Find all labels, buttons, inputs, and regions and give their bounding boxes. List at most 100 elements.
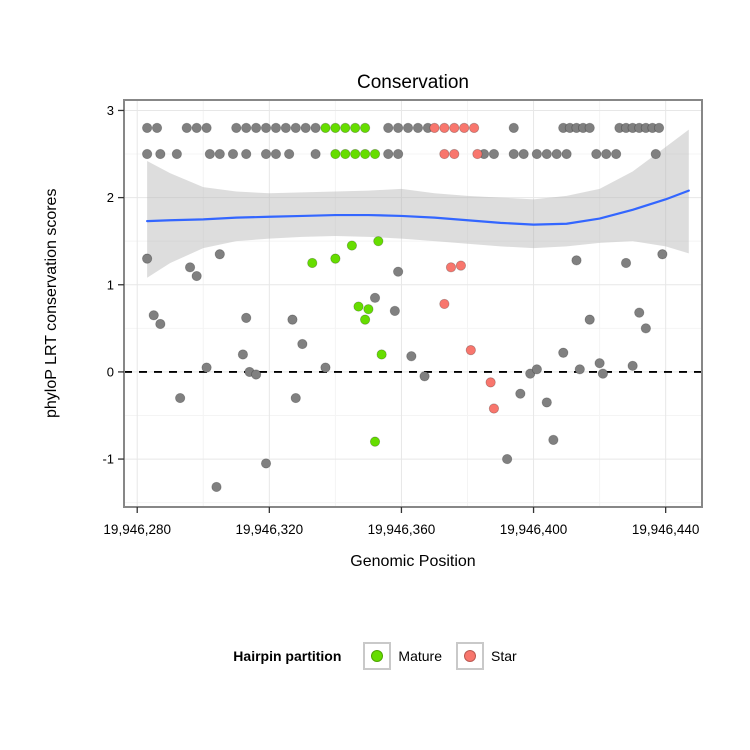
legend-dot-mature <box>371 650 384 662</box>
data-point-other <box>251 122 262 133</box>
y-axis-label: phyloP LRT conservation scores <box>43 188 60 419</box>
data-point-other <box>393 148 404 160</box>
data-point-other <box>227 148 239 160</box>
data-point-other <box>525 368 536 379</box>
x-tick-label: 19,946,360 <box>368 522 436 537</box>
data-point-other <box>402 122 414 133</box>
data-point-other <box>551 148 562 160</box>
x-tick-label: 19,946,440 <box>632 522 700 537</box>
data-point-mature <box>373 236 384 247</box>
data-point-mature <box>369 436 381 447</box>
legend-item-star: Star <box>456 642 517 670</box>
data-point-other <box>389 305 400 317</box>
data-point-mature <box>340 122 351 133</box>
data-point-other <box>151 122 163 133</box>
y-tick-label: 1 <box>107 277 114 292</box>
data-point-other <box>518 148 529 160</box>
legend-title: Hairpin partition <box>233 648 342 664</box>
data-point-other <box>571 255 582 266</box>
data-point-mature <box>320 122 331 133</box>
data-point-other <box>574 364 585 375</box>
y-tick-label: 3 <box>107 103 114 118</box>
data-point-other <box>611 148 622 160</box>
panel-border <box>123 99 703 508</box>
data-point-other <box>393 266 404 277</box>
data-point-other <box>191 270 202 282</box>
data-point-other <box>594 358 605 369</box>
data-point-star <box>445 262 457 273</box>
data-point-other <box>201 362 212 373</box>
data-point-star <box>439 298 450 310</box>
data-point-other <box>561 148 572 160</box>
data-point-other <box>231 122 242 133</box>
data-point-other <box>270 148 282 160</box>
data-point-other <box>627 360 638 371</box>
smooth-line <box>146 189 690 226</box>
data-point-other <box>191 122 202 133</box>
x-tick-label: 19,946,400 <box>500 522 568 537</box>
data-point-other <box>251 369 262 380</box>
data-point-mature <box>360 122 371 133</box>
data-point-other <box>558 347 569 358</box>
data-point-other <box>280 122 291 133</box>
data-point-other <box>284 148 295 160</box>
data-point-other <box>508 148 519 160</box>
data-point-star <box>465 345 476 356</box>
y-tick-label: -1 <box>102 452 114 467</box>
data-point-other <box>310 122 321 133</box>
data-point-other <box>214 249 225 260</box>
data-point-other <box>155 148 166 160</box>
data-point-other <box>393 122 404 133</box>
data-point-other <box>241 312 252 323</box>
legend-dot-star <box>464 650 476 662</box>
data-point-star <box>429 122 440 133</box>
data-point-other <box>310 148 321 160</box>
legend: Hairpin partition Mature Star <box>25 642 725 670</box>
data-point-other <box>287 314 298 325</box>
data-point-other <box>201 122 212 133</box>
data-point-other <box>531 364 542 375</box>
data-point-other <box>412 122 424 133</box>
data-point-other <box>260 458 272 469</box>
data-point-other <box>260 122 272 133</box>
data-point-mature <box>376 349 387 360</box>
data-point-mature <box>307 257 318 269</box>
legend-key-star <box>456 642 484 670</box>
data-point-other <box>290 392 301 404</box>
data-point-other <box>653 122 665 133</box>
data-point-other <box>184 262 196 273</box>
legend-label-star: Star <box>491 648 517 664</box>
data-point-other <box>502 453 513 465</box>
x-tick-label: 19,946,280 <box>103 522 171 537</box>
data-point-other <box>369 292 381 303</box>
data-point-other <box>204 148 215 160</box>
data-point-other <box>142 148 153 160</box>
y-tick-label: 2 <box>107 190 114 205</box>
data-point-other <box>406 351 417 362</box>
data-point-other <box>383 148 394 160</box>
data-point-star <box>485 377 496 388</box>
data-point-other <box>515 388 526 399</box>
data-point-star <box>439 122 450 133</box>
data-point-star <box>449 148 460 160</box>
data-point-other <box>657 249 668 260</box>
x-axis-label: Genomic Position <box>350 553 476 570</box>
data-point-other <box>650 148 661 160</box>
data-point-other <box>181 122 192 133</box>
data-point-other <box>640 323 651 334</box>
data-point-other <box>548 434 559 445</box>
data-point-mature <box>350 148 361 160</box>
y-tick-label: 0 <box>107 364 114 379</box>
data-point-other <box>541 397 552 408</box>
data-point-other <box>241 148 252 160</box>
x-tick-label: 19,946,320 <box>236 522 304 537</box>
data-point-star <box>455 260 466 271</box>
data-point-other <box>171 148 182 160</box>
data-point-mature <box>353 301 364 312</box>
data-point-other <box>383 122 394 133</box>
data-point-other <box>320 362 331 373</box>
data-point-other <box>508 122 519 133</box>
data-point-other <box>601 148 612 160</box>
